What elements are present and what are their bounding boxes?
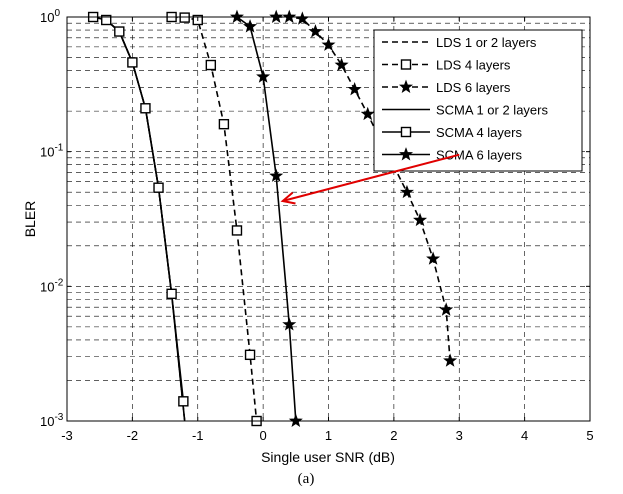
data-point-star [334, 57, 349, 71]
annotation-arrow [280, 153, 460, 205]
data-point-square [140, 103, 151, 114]
series-lds-1-or-2-layers [92, 16, 186, 422]
data-point-square [400, 59, 412, 70]
data-point-square [166, 288, 177, 300]
legend-item: LDS 4 layers [382, 58, 511, 73]
data-point-star [288, 413, 303, 427]
data-point-star [398, 147, 414, 161]
data-point-star [321, 37, 336, 51]
x-tick-label: 3 [456, 428, 463, 443]
data-point-star [269, 168, 284, 182]
y-tick-label: 10-1 [40, 143, 64, 160]
y-axis-title: BLER [22, 201, 38, 238]
data-point-star [360, 106, 375, 121]
y-tick-label: 10-3 [40, 412, 64, 429]
data-point-square [153, 182, 164, 193]
data-point-star [256, 69, 271, 83]
legend-box [373, 29, 583, 172]
data-point-square [400, 126, 412, 138]
legend-label: SCMA 6 layers [436, 148, 522, 163]
series-scma-1-or-2-layers [105, 19, 186, 422]
data-point-star [347, 82, 362, 96]
x-tick-label: 2 [390, 428, 397, 443]
series-scma-6-layers [229, 9, 303, 427]
x-tick-label: 5 [586, 428, 593, 443]
series-scma-4-layers [87, 11, 189, 407]
series-line [92, 16, 186, 422]
series-line [236, 16, 297, 422]
data-point-square [127, 57, 138, 68]
data-point-star [399, 184, 414, 199]
x-tick-label: -2 [127, 428, 139, 443]
x-tick-label: -3 [61, 428, 73, 443]
legend-item: LDS 1 or 2 layers [382, 35, 537, 50]
data-point-star [413, 212, 428, 227]
legend-item: SCMA 1 or 2 layers [382, 103, 548, 118]
data-point-star [443, 353, 458, 367]
legend-label: LDS 6 layers [436, 80, 511, 95]
data-point-square [218, 118, 230, 130]
series-lds-4-layers [166, 11, 262, 427]
tick-labels: -3 -2 -1 0 1 2 3 4 5 10-3 10-2 10-1 100 [40, 8, 594, 443]
series-line [92, 16, 185, 402]
data-point-square [101, 14, 112, 26]
data-point-star [439, 302, 454, 316]
legend: LDS 1 or 2 layers LDS 4 layers LDS 6 layer… [373, 29, 583, 172]
y-tick-label: 10-2 [40, 277, 64, 294]
data-point-star [308, 24, 323, 38]
x-tick-label: 1 [325, 428, 332, 443]
x-tick-label: -1 [192, 428, 204, 443]
data-point-star [269, 9, 284, 23]
data-point-square [178, 396, 189, 407]
arrow-head [280, 191, 296, 205]
data-point-star [282, 317, 297, 331]
data-point-star [229, 9, 244, 23]
data-point-square [179, 12, 190, 23]
x-tick-label: 4 [521, 428, 528, 443]
legend-item: SCMA 4 layers [382, 125, 522, 140]
legend-item: LDS 6 layers [382, 79, 511, 95]
x-tick-label: 0 [260, 428, 267, 443]
legend-label: SCMA 4 layers [436, 125, 522, 140]
legend-label: LDS 4 layers [436, 58, 511, 73]
x-axis-title: Single user SNR (dB) [261, 449, 395, 465]
arrow-shaft [282, 153, 460, 202]
series-line [171, 16, 258, 422]
data-point-star [243, 19, 258, 33]
series-line [105, 19, 186, 422]
y-tick-label: 100 [40, 8, 60, 25]
data-point-square [205, 59, 217, 71]
legend-label: LDS 1 or 2 layers [436, 35, 537, 50]
data-point-square [114, 26, 125, 37]
legend-label: SCMA 1 or 2 layers [436, 103, 548, 118]
series-layer [87, 9, 458, 427]
data-point-star [282, 9, 297, 23]
legend-item: SCMA 6 layers [382, 147, 522, 163]
data-point-star [426, 251, 441, 265]
data-point-square [231, 225, 243, 236]
data-point-star [398, 79, 414, 93]
figure-caption: (a) [298, 471, 315, 487]
data-point-square [244, 349, 256, 361]
